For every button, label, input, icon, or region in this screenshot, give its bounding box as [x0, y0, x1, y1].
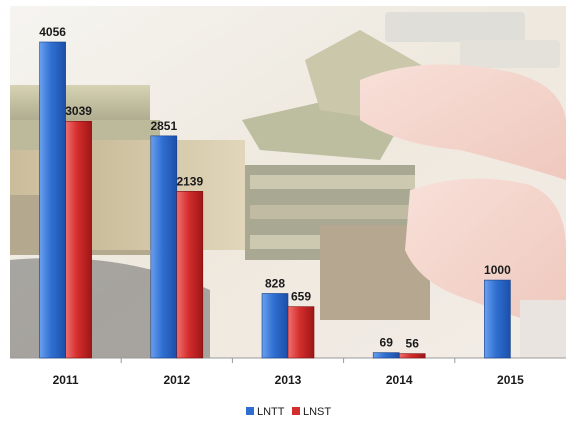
- value-label-lntt-2013: 828: [265, 276, 285, 290]
- bar-lntt-2012: [150, 135, 178, 359]
- value-label-lntt-2014: 69: [380, 336, 394, 350]
- legend-swatch-lnst: [292, 407, 300, 415]
- value-label-lntt-2012: 2851: [150, 119, 177, 133]
- bar-lntt-2015: [484, 279, 511, 359]
- bar-lntt-2013: [261, 293, 289, 359]
- value-label-lnst-2011: 3039: [65, 104, 92, 118]
- legend-label-lnst: LNST: [303, 406, 331, 418]
- value-label-lntt-2015: 1000: [484, 263, 511, 277]
- x-tick-label-2012: 2012: [163, 373, 190, 387]
- bar-lnst-2013: [287, 306, 315, 359]
- value-label-lnst-2012: 2139: [176, 174, 203, 188]
- bar-lnst-2014: [398, 353, 426, 359]
- value-labels-layer: 4056 3039 2851 2139 828 659 69 56 1000: [39, 25, 511, 351]
- bar-lnst-2012: [176, 191, 204, 359]
- x-tick-labels-layer: 2011 2012 2013 2014 2015: [53, 358, 524, 387]
- value-label-lnst-2013: 659: [291, 290, 311, 304]
- x-tick-label-2013: 2013: [275, 373, 302, 387]
- value-label-lnst-2014: 56: [406, 337, 420, 351]
- legend-label-lntt: LNTT: [257, 406, 285, 418]
- bar-lntt-2011: [39, 41, 66, 359]
- x-tick-label-2015: 2015: [497, 373, 524, 387]
- value-label-lntt-2011: 4056: [39, 25, 66, 39]
- bar-lntt-2014: [372, 352, 400, 359]
- bars-layer: [39, 41, 511, 359]
- legend-swatch-lntt: [246, 407, 254, 415]
- x-tick-label-2014: 2014: [386, 373, 413, 387]
- x-tick-label-2011: 2011: [53, 373, 79, 387]
- bar-lnst-2011: [65, 120, 92, 359]
- legend: LNTT LNST: [246, 406, 331, 418]
